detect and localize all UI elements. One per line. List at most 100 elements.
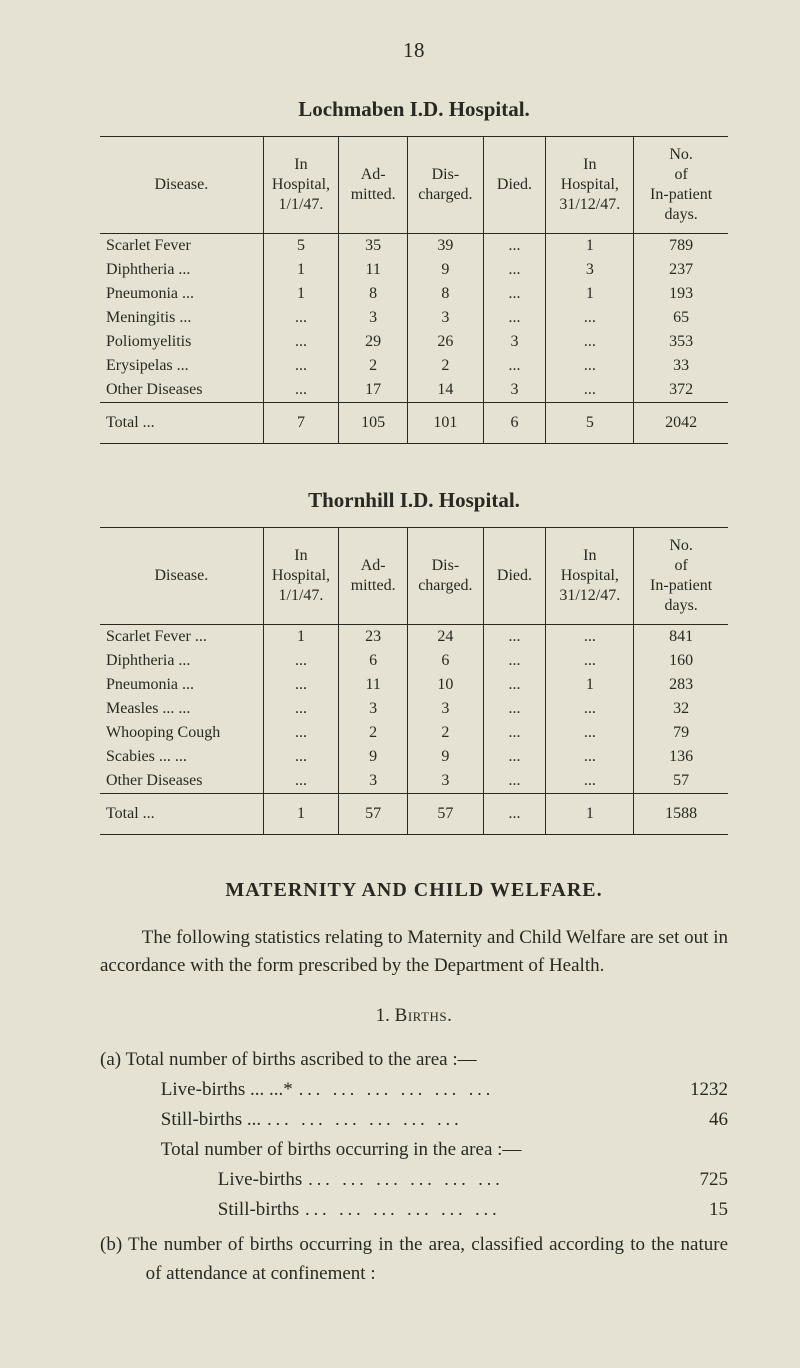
- table-cell: ...: [546, 649, 634, 673]
- col-header: No.ofIn-patientdays.: [634, 528, 728, 625]
- table-cell: 35: [339, 234, 408, 259]
- table-cell: 372: [634, 378, 728, 403]
- table-cell: 160: [634, 649, 728, 673]
- table-cell: 6: [408, 649, 483, 673]
- table-row: Diphtheria ......66......160: [100, 649, 728, 673]
- table-cell: 3: [339, 697, 408, 721]
- table-cell: 23: [339, 625, 408, 650]
- col-header: InHospital,31/12/47.: [546, 137, 634, 234]
- stat-value: 46: [670, 1105, 728, 1135]
- births-subheading-num: 1.: [376, 1005, 390, 1026]
- table-cell: ...: [263, 354, 338, 378]
- table-cell: 39: [408, 234, 483, 259]
- table-cell: 11: [339, 258, 408, 282]
- page-number: 18: [100, 38, 728, 63]
- table-cell: 57: [634, 769, 728, 794]
- stat-line: Live-births ... ...*... ... ... ... ... …: [100, 1075, 728, 1105]
- table-cell: 3: [408, 769, 483, 794]
- table-lochmaben: Disease.InHospital,1/1/47.Ad-mitted.Dis-…: [100, 136, 728, 444]
- table-cell: 32: [634, 697, 728, 721]
- table-total-cell: 1: [546, 794, 634, 835]
- table-cell: 3: [483, 330, 546, 354]
- item-a-sublines: Live-births... ... ... ... ... ...725Sti…: [100, 1165, 728, 1226]
- item-b-label: (b) The number of births occurring in th…: [100, 1230, 728, 1289]
- table-cell: Diphtheria ...: [100, 649, 263, 673]
- table-row: Pneumonia ......1110...1283: [100, 673, 728, 697]
- col-header: InHospital,1/1/47.: [263, 137, 338, 234]
- table-row: Erysipelas ......22......33: [100, 354, 728, 378]
- table-cell: 1: [546, 673, 634, 697]
- stat-value: 15: [670, 1195, 728, 1225]
- table-cell: 3: [339, 306, 408, 330]
- table-cell: ...: [263, 378, 338, 403]
- leader-dots: ... ... ... ... ... ...: [305, 1195, 664, 1224]
- table-total-cell: 105: [339, 403, 408, 444]
- table-cell: ...: [263, 649, 338, 673]
- table-cell: 789: [634, 234, 728, 259]
- table-cell: ...: [263, 306, 338, 330]
- table-cell: Poliomyelitis: [100, 330, 263, 354]
- leader-dots: ... ... ... ... ... ...: [267, 1105, 664, 1134]
- table-cell: Measles ... ...: [100, 697, 263, 721]
- item-a-lines: Live-births ... ...*... ... ... ... ... …: [100, 1075, 728, 1136]
- table-total-cell: 1: [263, 794, 338, 835]
- table-total-cell: 101: [408, 403, 483, 444]
- table-cell: 2: [339, 354, 408, 378]
- col-header: Ad-mitted.: [339, 137, 408, 234]
- table-cell: 8: [339, 282, 408, 306]
- table-cell: Other Diseases: [100, 378, 263, 403]
- table-row: Meningitis ......33......65: [100, 306, 728, 330]
- table-cell: ...: [546, 306, 634, 330]
- table-total-cell: 7: [263, 403, 338, 444]
- table-row: Scarlet Fever ...12324......841: [100, 625, 728, 650]
- table-total-cell: 1588: [634, 794, 728, 835]
- table-cell: 6: [339, 649, 408, 673]
- table-cell: 3: [339, 769, 408, 794]
- table-cell: 2: [339, 721, 408, 745]
- table-cell: ...: [546, 330, 634, 354]
- table-cell: 5: [263, 234, 338, 259]
- table-total-cell: Total ...: [100, 403, 263, 444]
- table-cell: 353: [634, 330, 728, 354]
- table-cell: ...: [263, 697, 338, 721]
- table-row: Other Diseases...17143...372: [100, 378, 728, 403]
- table-cell: ...: [483, 649, 546, 673]
- stat-line: Live-births... ... ... ... ... ...725: [100, 1165, 728, 1195]
- col-header: Ad-mitted.: [339, 528, 408, 625]
- table-cell: ...: [483, 721, 546, 745]
- table-cell: ...: [483, 697, 546, 721]
- col-header: Dis-charged.: [408, 137, 483, 234]
- table-total-cell: Total ...: [100, 794, 263, 835]
- table-cell: Pneumonia ...: [100, 282, 263, 306]
- table-cell: Erysipelas ...: [100, 354, 263, 378]
- col-header: InHospital,31/12/47.: [546, 528, 634, 625]
- table-cell: 3: [483, 378, 546, 403]
- table-cell: ...: [546, 378, 634, 403]
- stat-label: Live-births: [218, 1165, 302, 1195]
- table-cell: 136: [634, 745, 728, 769]
- table-cell: 1: [263, 282, 338, 306]
- leader-dots: ... ... ... ... ... ...: [299, 1075, 664, 1104]
- table-cell: 8: [408, 282, 483, 306]
- item-a-label: (a) Total number of births ascribed to t…: [100, 1045, 728, 1074]
- col-header: Disease.: [100, 137, 263, 234]
- col-header: Died.: [483, 528, 546, 625]
- table-cell: Pneumonia ...: [100, 673, 263, 697]
- table-cell: ...: [483, 745, 546, 769]
- stat-label: Still-births: [218, 1195, 299, 1225]
- table-cell: 1: [263, 625, 338, 650]
- stat-line: Still-births ...... ... ... ... ... ...4…: [100, 1105, 728, 1135]
- stat-value: 725: [670, 1165, 728, 1195]
- table-cell: 10: [408, 673, 483, 697]
- table-cell: ...: [483, 769, 546, 794]
- table-cell: ...: [483, 282, 546, 306]
- table-total-cell: 57: [408, 794, 483, 835]
- table-cell: 24: [408, 625, 483, 650]
- table-cell: ...: [546, 745, 634, 769]
- table-total-cell: 57: [339, 794, 408, 835]
- col-header: No.ofIn-patientdays.: [634, 137, 728, 234]
- stat-label: Live-births ... ...*: [161, 1075, 293, 1105]
- table-cell: 3: [408, 697, 483, 721]
- table-total-cell: 5: [546, 403, 634, 444]
- table-cell: 9: [339, 745, 408, 769]
